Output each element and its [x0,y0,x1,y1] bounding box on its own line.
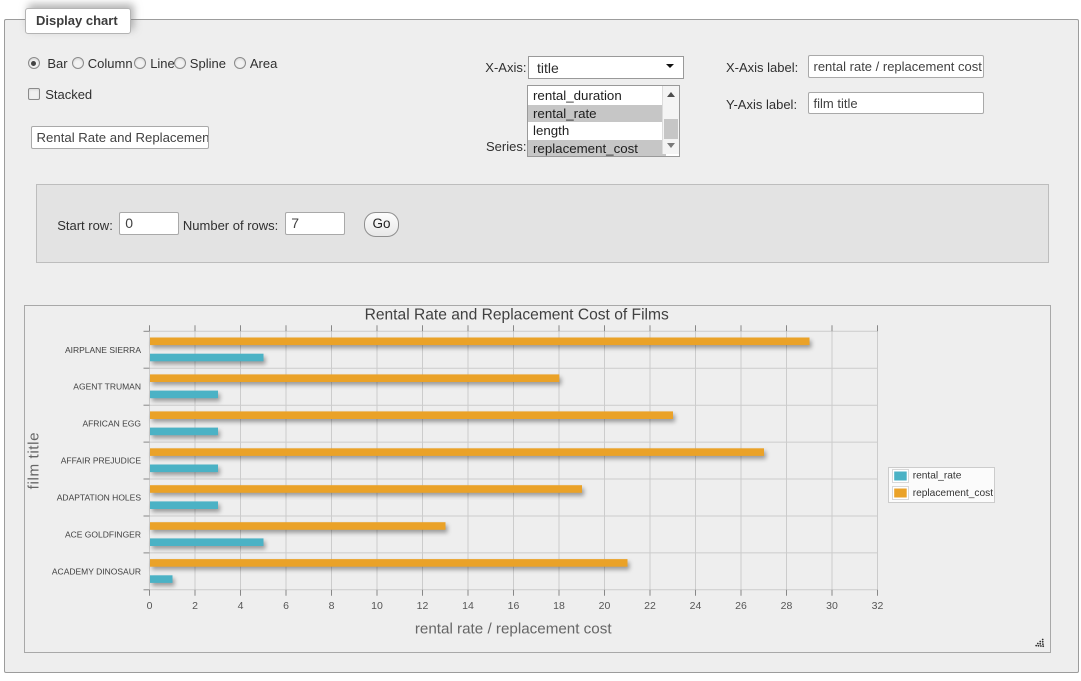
svg-text:AGENT TRUMAN: AGENT TRUMAN [73,382,141,392]
svg-text:32: 32 [872,600,884,612]
svg-text:rental_rate: rental_rate [913,471,962,482]
svg-text:ACE GOLDFINGER: ACE GOLDFINGER [65,530,141,540]
svg-text:8: 8 [329,600,335,612]
svg-text:4: 4 [238,600,244,612]
svg-text:rental rate / replacement cost: rental rate / replacement cost [415,621,612,638]
svg-text:18: 18 [553,600,565,612]
svg-text:20: 20 [599,600,611,612]
svg-text:2: 2 [192,600,198,612]
svg-text:AFFAIR PREJUDICE: AFFAIR PREJUDICE [61,456,142,466]
svg-text:ADAPTATION HOLES: ADAPTATION HOLES [57,493,142,503]
svg-text:12: 12 [417,600,429,612]
svg-text:10: 10 [371,600,383,612]
svg-text:24: 24 [690,600,702,612]
svg-text:28: 28 [781,600,793,612]
svg-text:14: 14 [462,600,474,612]
svg-text:ACADEMY DINOSAUR: ACADEMY DINOSAUR [52,566,141,576]
svg-text:AIRPLANE SIERRA: AIRPLANE SIERRA [65,345,141,355]
svg-text:Rental Rate and Replacement Co: Rental Rate and Replacement Cost of Film… [365,306,669,323]
svg-text:6: 6 [283,600,289,612]
svg-text:AFRICAN EGG: AFRICAN EGG [82,419,141,429]
svg-text:22: 22 [644,600,656,612]
svg-text:16: 16 [508,600,520,612]
svg-text:26: 26 [735,600,747,612]
svg-text:film title: film title [25,432,42,489]
svg-text:replacement_cost: replacement_cost [913,488,994,499]
svg-text:0: 0 [147,600,153,612]
svg-text:30: 30 [826,600,838,612]
